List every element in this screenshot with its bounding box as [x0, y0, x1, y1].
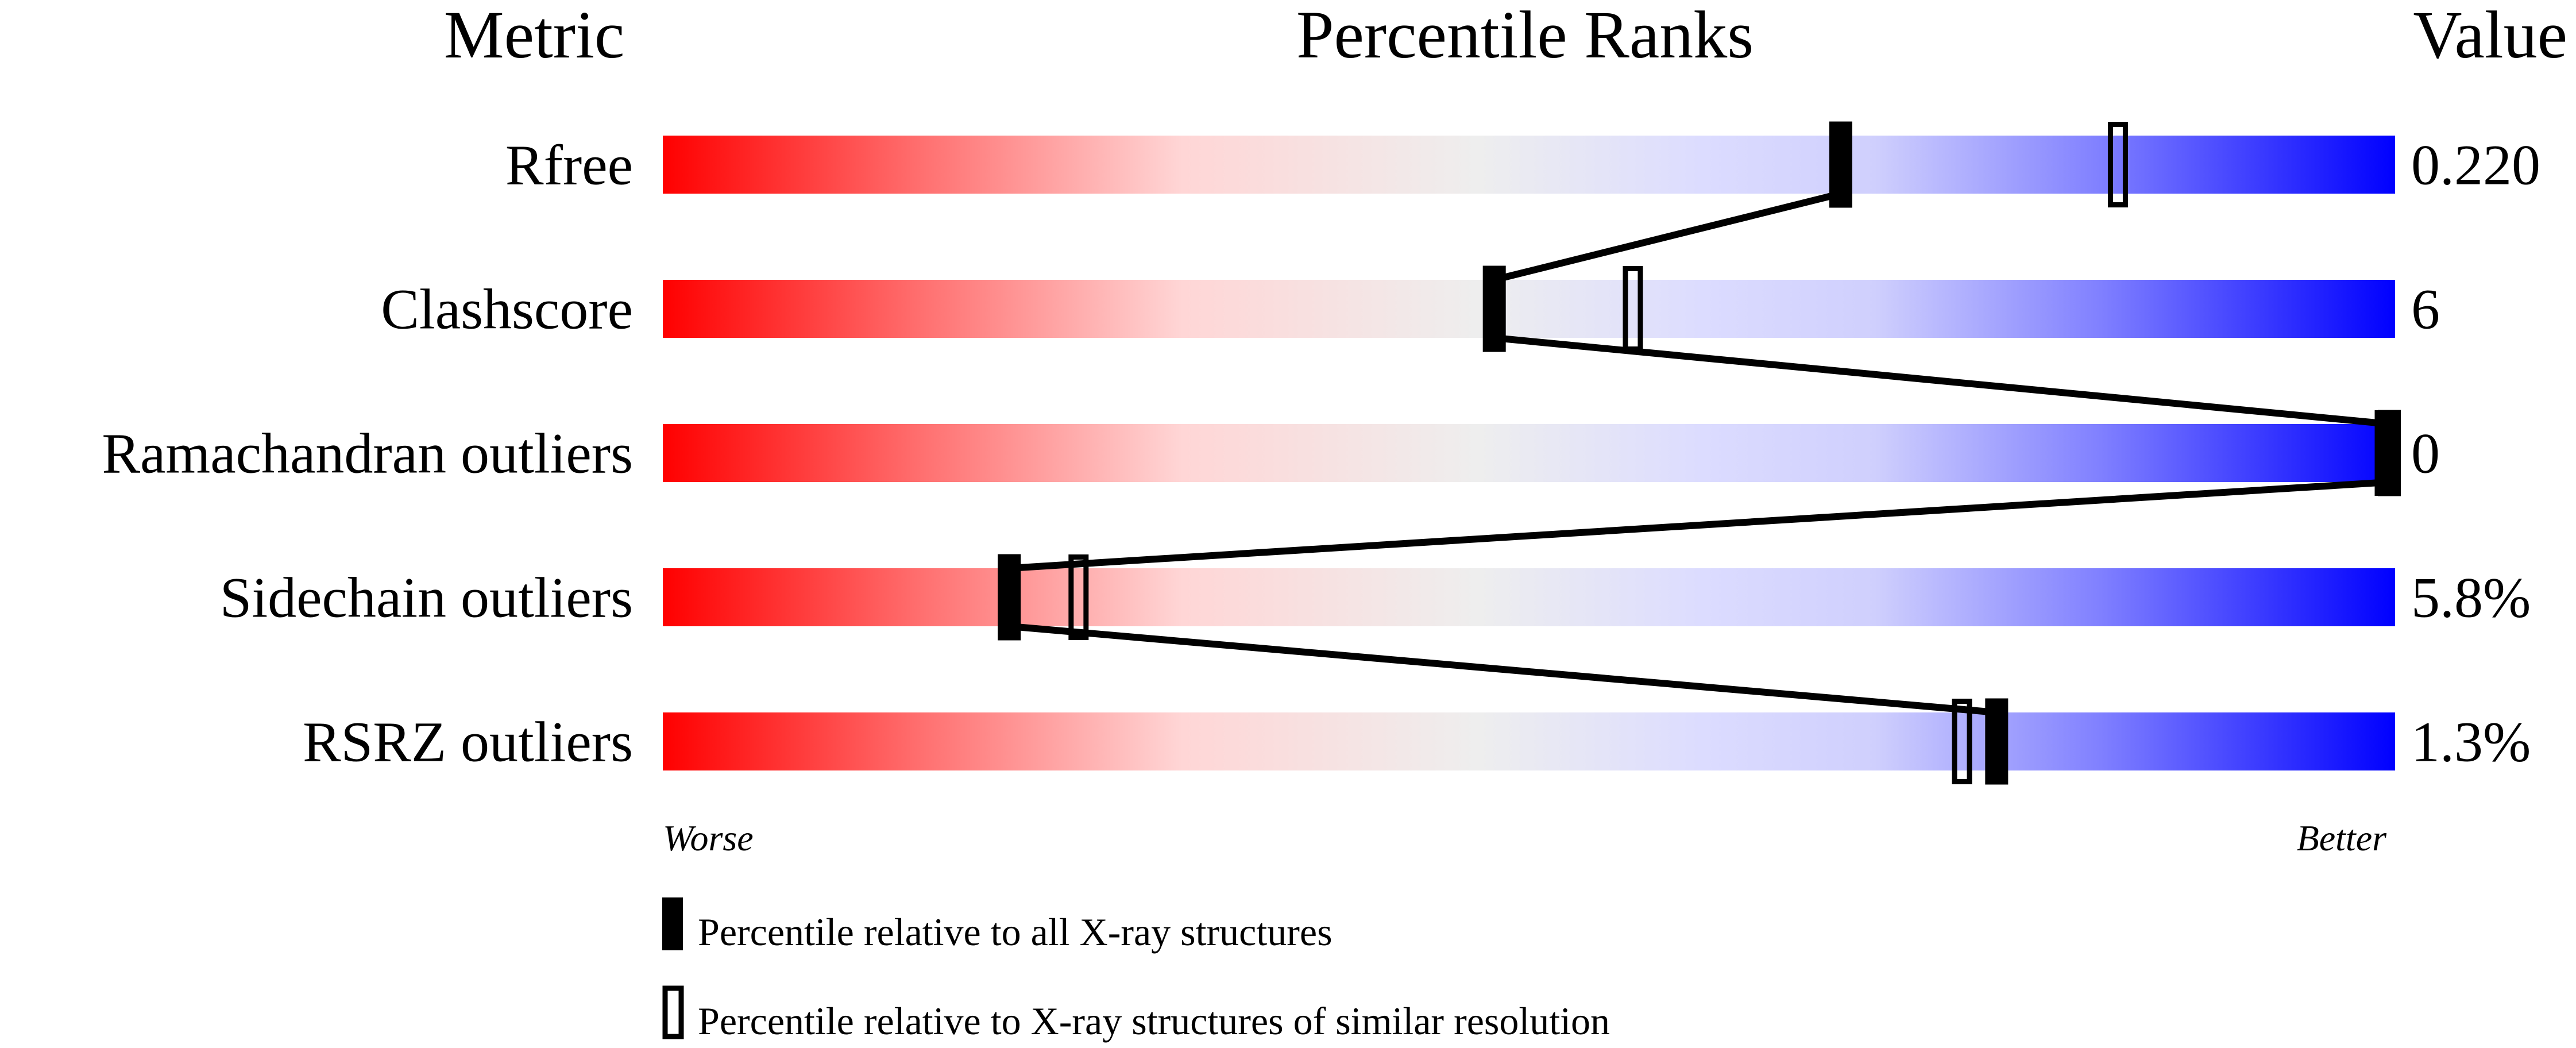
percentile-bar	[663, 568, 2395, 626]
connector-line	[1494, 334, 2390, 427]
metric-label: RSRZ outliers	[303, 710, 633, 774]
marker-all-structures	[1985, 698, 2009, 785]
connector-line	[1009, 623, 1997, 716]
legend-filled-marker	[662, 897, 683, 950]
metric-label: Ramachandran outliers	[102, 422, 633, 486]
legend-open-label: Percentile relative to X-ray structures …	[698, 999, 1610, 1043]
metric-value: 0.220	[2411, 133, 2540, 197]
metric-label: Clashscore	[381, 278, 633, 341]
metric-value: 1.3%	[2411, 710, 2531, 774]
connector-line	[1493, 190, 1842, 283]
header-value: Value	[2413, 0, 2567, 72]
metric-label: Sidechain outliers	[220, 566, 633, 630]
marker-all-structures	[1482, 265, 1506, 352]
header-metric: Metric	[444, 0, 625, 72]
axis-label-better: Better	[2297, 818, 2387, 858]
marker-all-structures	[998, 554, 1021, 641]
metric-value: 0	[2411, 422, 2440, 486]
marker-similar-resolution	[1623, 266, 1643, 352]
connector-line	[1009, 479, 2390, 572]
marker-similar-resolution	[2107, 122, 2128, 207]
marker-all-structures	[1829, 121, 1852, 208]
percentile-bar	[663, 712, 2395, 770]
header-percentile-ranks: Percentile Ranks	[1296, 0, 1754, 72]
percentile-bar	[663, 136, 2395, 194]
metric-value: 5.8%	[2411, 566, 2531, 630]
marker-similar-resolution	[1952, 699, 1972, 784]
legend-open-marker	[662, 985, 684, 1039]
metric-value: 6	[2411, 278, 2440, 341]
axis-label-worse: Worse	[663, 818, 754, 858]
marker-similar-resolution	[1068, 554, 1089, 640]
marker-all-structures	[2378, 410, 2401, 496]
percentile-bar	[663, 424, 2395, 482]
legend-filled-label: Percentile relative to all X-ray structu…	[698, 910, 1333, 954]
metric-label: Rfree	[505, 133, 633, 197]
percentile-bar	[663, 280, 2395, 338]
